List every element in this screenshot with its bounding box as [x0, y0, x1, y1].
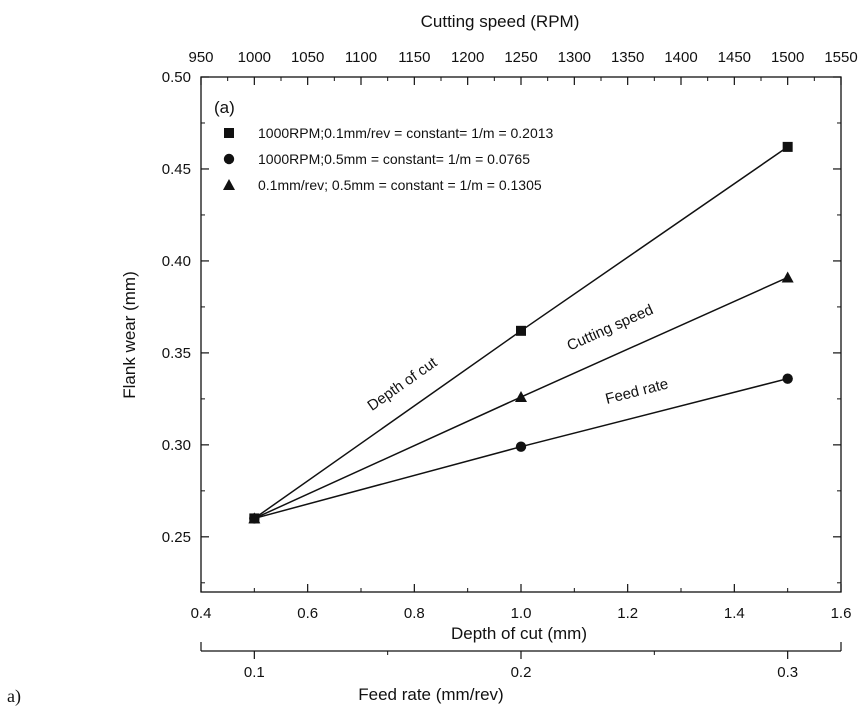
data-point-square: [516, 325, 526, 336]
y-axis-tick-label: 0.40: [162, 253, 191, 270]
y-axis-tick-label: 0.50: [162, 69, 191, 86]
top-axis-tick-label: 1350: [611, 49, 644, 66]
axes: 0.4 0.6 0.8 1.0 1.2 1.4 1.6 950 1000 1050 1100 1150…: [162, 49, 858, 681]
line-annotations: Depth of cut Feed rate Cutting speed: [364, 301, 670, 414]
top-axis-tick-label: 1100: [345, 49, 377, 66]
data-point-triangle: [515, 391, 527, 403]
bottom-axis-tick-label: 1.2: [617, 605, 638, 622]
bottom-axis-title: Depth of cut (mm): [451, 624, 587, 643]
legend-marker-square: [224, 128, 234, 138]
top-axis-title: Cutting speed (RPM): [421, 12, 580, 31]
bottom-axis-tick-label: 0.4: [191, 605, 212, 622]
data-point-circle: [515, 441, 527, 452]
top-axis-tick-label: 1150: [398, 49, 430, 66]
top-axis-tick-label: 1450: [718, 49, 751, 66]
y-axis-tick-label: 0.45: [162, 161, 191, 178]
data-point-square: [782, 141, 793, 152]
top-axis-tick-label: 1400: [664, 49, 697, 66]
top-axis-tick-label: 1550: [824, 49, 857, 66]
y-axis-title: Flank wear (mm): [120, 271, 139, 399]
bottom-axis-tick-label: 1.6: [831, 605, 852, 622]
y-axis-tick-label: 0.35: [162, 345, 191, 362]
data-point-circle: [782, 373, 793, 384]
line-label-circle: Feed rate: [604, 375, 670, 407]
data-point-triangle: [248, 512, 261, 524]
chart-text: Cutting speed (RPM) Depth of cut (mm) Fe…: [120, 12, 587, 704]
panel-label: (a): [214, 98, 235, 117]
feed-axis-tick-label: 0.2: [511, 664, 532, 681]
y-axis-tick-label: 0.30: [162, 437, 191, 454]
figure-label: a): [7, 686, 21, 706]
legend-entry-label: 1000RPM;0.5mm = constant= 1/m = 0.0765: [258, 151, 530, 167]
feed-axis-title: Feed rate (mm/rev): [358, 685, 503, 704]
legend-entry-label: 1000RPM;0.1mm/rev = constant= 1/m = 0.20…: [258, 125, 554, 141]
bottom-axis-tick-label: 1.0: [511, 605, 532, 622]
legend: 1000RPM;0.1mm/rev = constant= 1/m = 0.20…: [223, 125, 554, 193]
series-markers: [248, 141, 794, 524]
top-axis-tick-label: 1000: [238, 49, 271, 66]
bottom-axis-tick-label: 0.6: [297, 605, 318, 622]
bottom-axis-tick-label: 0.8: [404, 605, 425, 622]
legend-entry-label: 0.1mm/rev; 0.5mm = constant = 1/m = 0.13…: [258, 177, 542, 193]
data-point-triangle: [781, 271, 794, 283]
legend-marker-circle: [223, 153, 235, 165]
top-axis-tick-label: 950: [188, 49, 213, 66]
line-label-square: Depth of cut: [364, 354, 441, 415]
legend-marker-triangle: [223, 179, 235, 190]
feed-axis-tick-label: 0.1: [244, 664, 265, 681]
y-axis-tick-label: 0.25: [162, 529, 191, 546]
line-label-triangle: Cutting speed: [564, 301, 655, 354]
bottom-axis-tick-label: 1.4: [724, 605, 745, 622]
top-axis-tick-label: 1300: [558, 49, 591, 66]
top-axis-tick-label: 1250: [504, 49, 537, 66]
top-axis-tick-label: 1050: [291, 49, 324, 66]
top-axis-tick-label: 1200: [451, 49, 484, 66]
top-axis-tick-label: 1500: [771, 49, 804, 66]
feed-axis-tick-label: 0.3: [777, 664, 798, 681]
